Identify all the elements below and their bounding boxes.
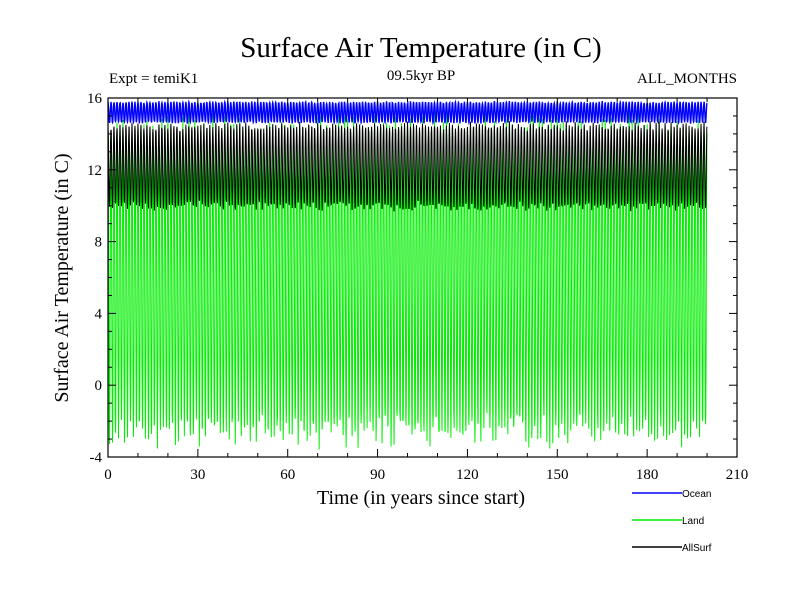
chart-title: Surface Air Temperature (in C) [240, 32, 601, 64]
x-tick-label: 150 [546, 467, 569, 483]
y-tick-label: 12 [87, 163, 102, 179]
legend-label-land: Land [682, 516, 704, 527]
x-tick-label: 210 [726, 467, 749, 483]
series-line-land [107, 109, 708, 450]
series-line-allsurf [107, 121, 708, 212]
x-tick-label: 180 [636, 467, 659, 483]
series-layer [107, 99, 708, 450]
y-tick-label: 4 [95, 306, 103, 322]
x-tick-label: 120 [456, 467, 479, 483]
y-axis-label: Surface Air Temperature (in C) [51, 153, 73, 402]
y-tick-label: 0 [95, 378, 103, 394]
experiment-label: Expt = temiK1 [109, 71, 198, 87]
y-tick-label: -4 [90, 450, 103, 466]
x-tick-label: 30 [190, 467, 205, 483]
x-tick-label: 90 [370, 467, 385, 483]
legend-label-allsurf: AllSurf [682, 543, 712, 554]
legend-label-ocean: Ocean [682, 489, 711, 500]
series-line-ocean [107, 99, 708, 126]
y-tick-label: 8 [95, 235, 103, 251]
y-tick-label: 16 [87, 91, 103, 107]
legend: Ocean Land AllSurf [632, 489, 712, 554]
x-tick-label: 0 [104, 467, 112, 483]
x-tick-label: 60 [280, 467, 295, 483]
period-label: 09.5kyr BP [387, 68, 455, 84]
x-axis-label: Time (in years since start) [317, 487, 525, 509]
months-label: ALL_MONTHS [637, 71, 737, 87]
